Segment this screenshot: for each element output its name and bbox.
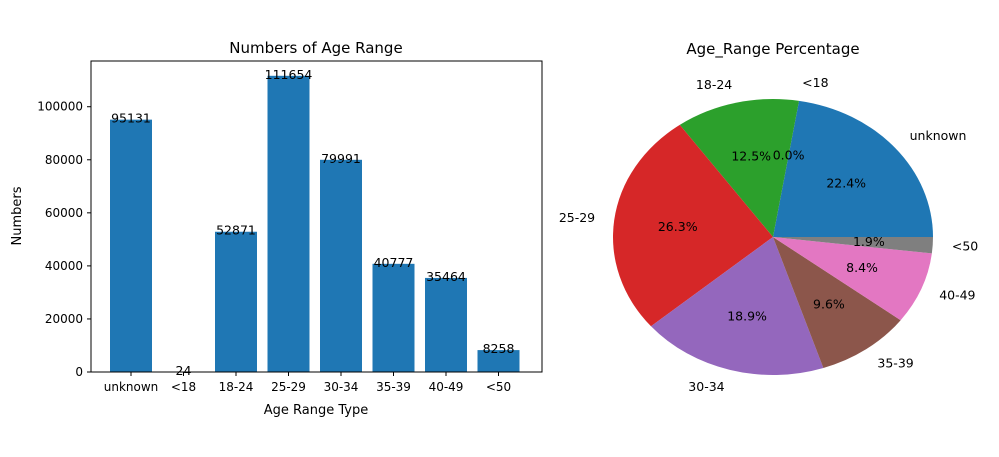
bar-data-labels: 95131 24 52871 111654 79991 40777 35464 8258 [111,67,514,378]
bar-30-34 [320,159,362,372]
pie-label-lt-50: <50 [952,238,978,253]
bar-data-label: 8258 [483,341,515,356]
y-tick-label: 20000 [45,312,83,326]
pie-labels: unknown <18 18-24 25-29 30-34 35-39 40-49 <50 [559,75,978,394]
pie-wedge-40-49 [773,237,932,321]
pie-percent-lt-18: 0.0% [773,147,805,162]
y-tick-label: 0 [75,365,83,379]
bar-series [110,75,520,373]
bar-data-label: 79991 [321,151,361,166]
x-tick-label: <18 [171,380,196,394]
x-tick-label: 30-34 [324,380,359,394]
pie-wedges [613,98,933,375]
pie-label-35-39: 35-39 [877,356,913,371]
pie-wedge-unknown [773,100,933,237]
pie-wedge-35-39 [773,237,901,368]
bar-chart-title: Numbers of Age Range [229,39,402,57]
y-tick-label: 80000 [45,153,83,167]
bar-data-label: 24 [176,363,192,378]
x-tick-label: <50 [486,380,511,394]
pie-label-30-34: 30-34 [688,379,724,394]
pie-wedge-lt-50 [773,237,933,254]
pie-wedge-25-29 [613,124,773,327]
bar-data-label: 95131 [111,111,151,126]
bar-y-axis-label: Numbers [10,186,25,245]
x-tick-label: 18-24 [219,380,254,394]
y-tick-label: 40000 [45,259,83,273]
pie-percent-lt-50: 1.9% [853,234,885,249]
bar-y-ticks: 0 20000 40000 60000 80000 100000 [37,100,91,379]
pie-label-25-29: 25-29 [559,210,595,225]
pie-chart: Age_Range Percentage unknown <18 18-24 25-2… [559,40,978,394]
bar-data-label: 35464 [426,269,466,284]
bar-data-label: 40777 [374,255,414,270]
bar-chart: Numbers of Age Range unknown <18 18-24 25-2… [10,39,543,418]
pie-wedge-30-34 [651,237,824,375]
pie-label-lt-18: <18 [802,75,828,90]
bar-data-label: 111654 [265,67,313,82]
pie-chart-title: Age_Range Percentage [686,40,859,59]
bar-25-29 [267,75,310,373]
pie-label-18-24: 18-24 [696,77,732,92]
x-tick-label: unknown [104,380,159,394]
pie-percent-25-29: 26.3% [658,219,698,234]
bar-x-axis-label: Age Range Type [264,403,368,418]
pie-percent-labels: 22.4% 0.0%12.5% 26.3% 18.9% 9.6% 8.4% 1.9% [658,147,885,323]
bar-40-49 [425,277,467,372]
bar-unknown [110,119,152,372]
bar-x-ticks: unknown <18 18-24 25-29 30-34 35-39 40-49 <50 [104,372,511,394]
bar-data-label: 52871 [216,223,256,238]
pie-percent-18-24: 12.5% [731,148,771,163]
y-tick-label: 100000 [37,100,83,114]
bar-35-39 [372,263,415,372]
y-tick-label: 60000 [45,206,83,220]
pie-percent-40-49: 8.4% [846,260,878,275]
bar-lt-50 [477,350,520,372]
pie-percent-unknown: 22.4% [826,175,866,190]
pie-wedge-18-24 [679,98,800,237]
bar-18-24 [215,231,257,372]
x-tick-label: 40-49 [429,380,464,394]
pie-percent-35-39: 9.6% [813,296,845,311]
pie-label-unknown: unknown [910,128,967,143]
pie-percent-30-34: 18.9% [727,309,767,324]
x-tick-label: 25-29 [271,380,306,394]
pie-label-40-49: 40-49 [939,287,975,302]
x-tick-label: 35-39 [376,380,411,394]
bar-plot-frame [90,60,543,373]
